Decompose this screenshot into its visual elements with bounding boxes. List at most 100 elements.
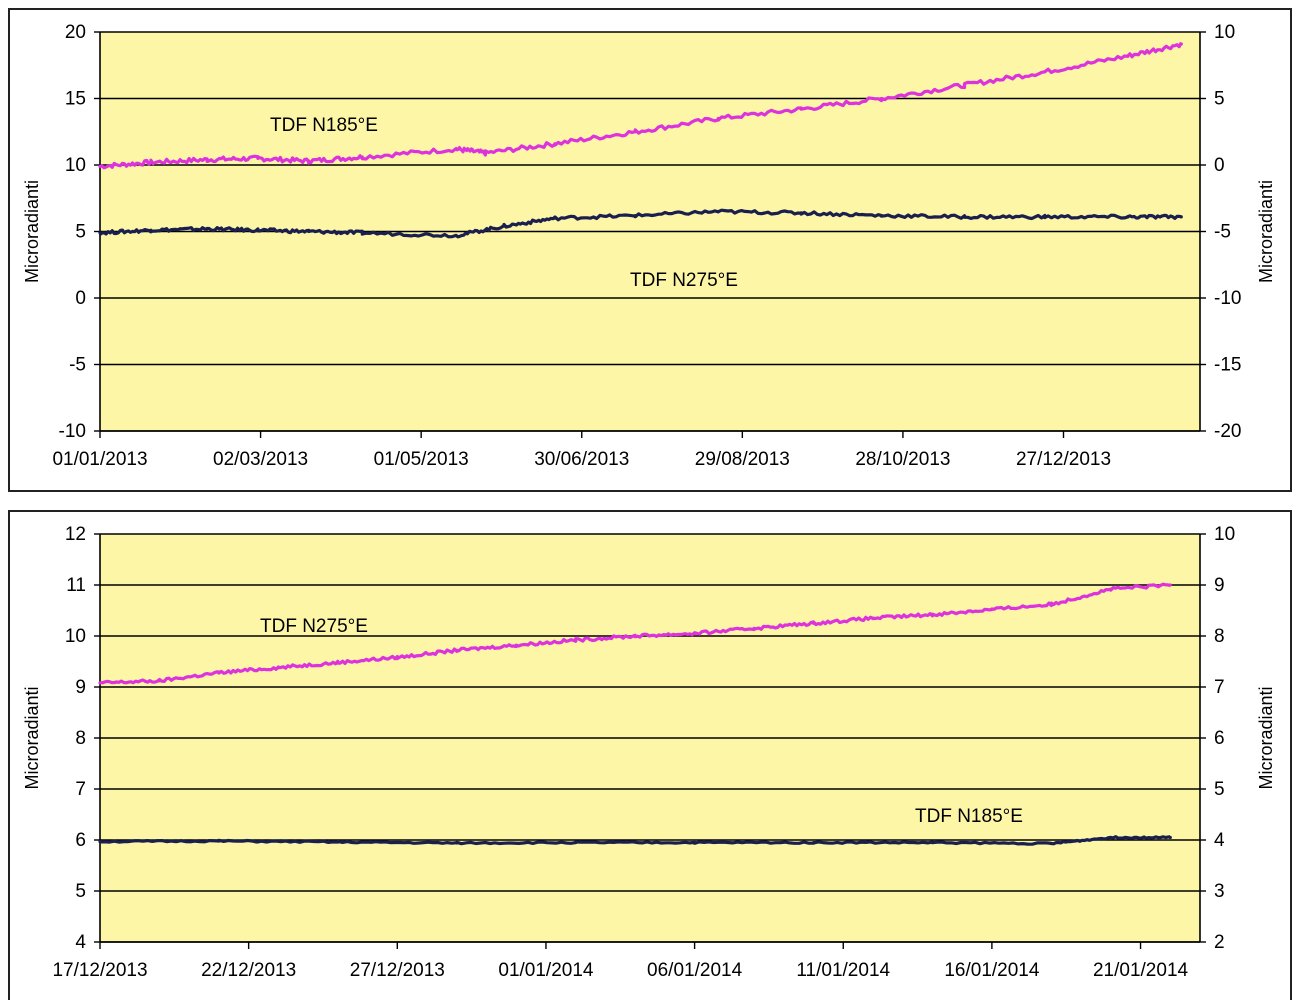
y-right-tick-label: 8 (1214, 626, 1225, 647)
data-point (1109, 587, 1113, 591)
data-point (930, 612, 935, 617)
data-point (1043, 215, 1047, 219)
chart-2: 4 5 6 7 8 9 10 11 12 2 3 4 5 6 7 8 9 10 17/12/2013 22/12/20… (22, 524, 1276, 981)
data-point (574, 840, 578, 845)
data-point (633, 213, 637, 218)
x-tick-label: 29/08/2013 (695, 449, 790, 470)
y-right-tick-label: 2 (1214, 932, 1225, 953)
y-right-tick-label: -20 (1214, 421, 1241, 442)
data-point (360, 155, 364, 159)
data-point (962, 83, 967, 87)
data-point (752, 626, 756, 630)
x-tick-label: 28/10/2013 (855, 449, 950, 470)
data-point (879, 213, 884, 218)
data-point (1126, 215, 1130, 219)
y-right-tick-label: 10 (1214, 524, 1235, 545)
data-point (1109, 835, 1113, 840)
y-tick-label: 5 (75, 222, 86, 243)
chart-panel-1: -10 -5 0 5 10 15 20 -20 -15 -10 -5 0 5 10 01/01/2013 02… (8, 8, 1292, 492)
data-point (1043, 70, 1047, 74)
data-point (454, 233, 458, 238)
y-tick-label: -5 (69, 355, 86, 376)
data-point (553, 216, 557, 220)
data-point (217, 839, 221, 843)
x-tick-label: 06/01/2014 (647, 960, 743, 981)
data-point (1179, 215, 1183, 219)
y-tick-label: 10 (65, 626, 86, 647)
x-tick-label: 02/03/2013 (213, 449, 308, 470)
y-tick-label: 7 (75, 779, 86, 800)
data-point (98, 164, 102, 168)
x-tick-label: 27/12/2013 (350, 960, 445, 981)
series-annotation-label: TDF N275°E (630, 270, 738, 291)
x-tick-label: 21/01/2014 (1093, 960, 1189, 981)
x-tick-label: 01/01/2014 (498, 960, 594, 981)
data-point (1168, 835, 1172, 840)
series-annotation-label: TDF N185°E (270, 115, 378, 136)
y-right-tick-label: 5 (1214, 779, 1225, 800)
data-point (157, 679, 162, 683)
data-point (553, 142, 557, 146)
data-point (455, 648, 459, 652)
data-point (483, 151, 488, 155)
data-point (149, 160, 153, 164)
y-right-tick-label: 10 (1214, 22, 1235, 43)
data-point (307, 159, 311, 163)
data-point (692, 631, 697, 636)
x-tick-label: 01/05/2013 (374, 449, 469, 470)
y-tick-label: 20 (65, 22, 86, 43)
y-right-tick-label: 5 (1214, 89, 1225, 110)
data-point (799, 211, 803, 215)
y-right-axis-title: Microradianti (1256, 180, 1276, 283)
y-tick-label: 15 (65, 89, 86, 110)
y-right-tick-label: 7 (1214, 677, 1225, 698)
y-tick-label: 8 (75, 728, 86, 749)
data-point (1049, 602, 1053, 606)
data-point (256, 156, 260, 160)
x-tick-label: 27/12/2013 (1016, 449, 1111, 470)
data-point (276, 666, 280, 670)
data-point (1168, 583, 1172, 587)
data-point (574, 638, 578, 642)
x-tick-label: 22/12/2013 (201, 960, 296, 981)
data-point (799, 107, 803, 111)
y-right-tick-label: -15 (1214, 355, 1241, 376)
series-line (99, 208, 1182, 239)
y-right-tick-label: 3 (1214, 881, 1225, 902)
data-point (98, 839, 102, 844)
y-tick-label: 5 (75, 881, 86, 902)
series-annotation-label: TDF N185°E (915, 806, 1023, 827)
data-point (149, 228, 153, 232)
data-point (217, 671, 221, 675)
data-point (811, 840, 816, 845)
chart-1: -10 -5 0 5 10 15 20 -20 -15 -10 -5 0 5 10 01/01/2013 02… (22, 22, 1276, 470)
series-0 (98, 41, 1183, 170)
data-point (990, 607, 994, 612)
data-point (633, 634, 637, 638)
data-point (716, 209, 720, 214)
data-point (336, 840, 340, 844)
y-tick-label: 11 (66, 575, 86, 596)
y-right-tick-label: 9 (1214, 575, 1225, 596)
y-right-tick-label: -5 (1214, 222, 1231, 243)
y-tick-label: 10 (65, 155, 86, 176)
x-tick-label: 16/01/2014 (944, 960, 1040, 981)
data-point (454, 147, 458, 151)
y-right-tick-label: -10 (1214, 288, 1241, 309)
x-tick-label: 01/01/2013 (52, 449, 147, 470)
chart-panel-2: 4 5 6 7 8 9 10 11 12 2 3 4 5 6 7 8 9 10 17/12/2013 22/12/20… (8, 510, 1292, 1000)
data-point (1179, 42, 1183, 46)
y-tick-label: -10 (59, 421, 86, 442)
data-point (205, 227, 209, 231)
data-point (930, 840, 935, 845)
data-point (514, 643, 518, 647)
data-point (360, 231, 364, 235)
data-point (98, 681, 102, 685)
x-tick-label: 11/01/2014 (796, 960, 890, 981)
data-point (716, 116, 720, 121)
data-point (692, 840, 697, 845)
data-point (633, 130, 637, 134)
y-tick-label: 4 (75, 932, 86, 953)
y-right-tick-label: 4 (1214, 830, 1225, 851)
data-point (962, 215, 967, 219)
